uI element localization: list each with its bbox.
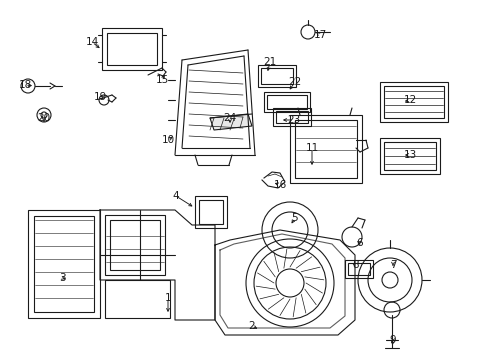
Text: 19: 19	[93, 92, 106, 102]
Text: 1: 1	[164, 293, 171, 303]
Text: 12: 12	[403, 95, 416, 105]
Bar	[272, 108, 310, 126]
Text: 2: 2	[248, 321, 255, 331]
Text: 3: 3	[59, 273, 65, 283]
Text: 21: 21	[263, 57, 276, 67]
Polygon shape	[209, 114, 251, 130]
Bar	[347, 263, 369, 275]
Bar	[294, 120, 356, 178]
Bar	[379, 82, 447, 122]
Bar	[383, 86, 443, 118]
Bar	[199, 200, 223, 224]
Text: 18: 18	[19, 80, 32, 90]
Text: 17: 17	[313, 30, 326, 40]
Text: 13: 13	[403, 150, 416, 160]
Bar	[34, 216, 94, 312]
Text: 4: 4	[172, 191, 179, 201]
Text: 11: 11	[305, 143, 318, 153]
Bar	[105, 280, 170, 318]
Text: 6: 6	[356, 238, 363, 248]
Bar	[275, 111, 307, 123]
Bar	[195, 196, 226, 228]
Text: 23: 23	[287, 115, 300, 125]
Text: 14: 14	[85, 37, 99, 47]
Bar	[345, 260, 372, 278]
Text: 8: 8	[352, 260, 359, 270]
Text: 20: 20	[38, 113, 50, 123]
Text: 15: 15	[155, 75, 168, 85]
Bar	[264, 92, 309, 112]
Bar	[105, 215, 164, 275]
Text: 10: 10	[161, 135, 174, 145]
Bar	[379, 138, 439, 174]
Bar	[107, 33, 157, 65]
Bar	[102, 28, 162, 70]
Bar	[261, 68, 292, 84]
Bar	[28, 210, 100, 318]
Text: 7: 7	[389, 260, 395, 270]
Text: 24: 24	[223, 113, 236, 123]
Bar	[383, 142, 435, 170]
Bar	[258, 65, 295, 87]
Bar	[110, 220, 160, 270]
Text: 9: 9	[389, 335, 395, 345]
Bar	[289, 115, 361, 183]
Text: 22: 22	[288, 77, 301, 87]
Bar	[266, 95, 306, 109]
Text: 16: 16	[273, 180, 286, 190]
Text: 5: 5	[291, 213, 298, 223]
